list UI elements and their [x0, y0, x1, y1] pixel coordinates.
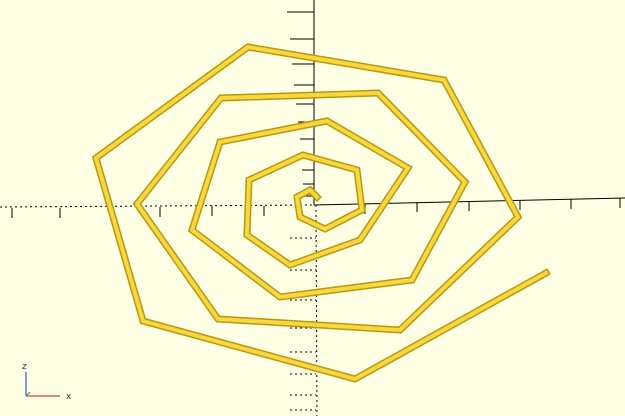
spiral-body — [93, 44, 549, 382]
gizmo-y-axis — [25, 391, 31, 397]
spiral-object[interactable] — [91, 43, 551, 383]
gizmo-z-label: z — [22, 362, 27, 372]
x-axis-negative — [0, 204, 315, 208]
gizmo-x-label: x — [66, 392, 72, 402]
y-axis-negative — [315, 204, 318, 416]
x-axis-ticks — [11, 198, 621, 218]
axis-gizmo: z x — [22, 362, 72, 402]
